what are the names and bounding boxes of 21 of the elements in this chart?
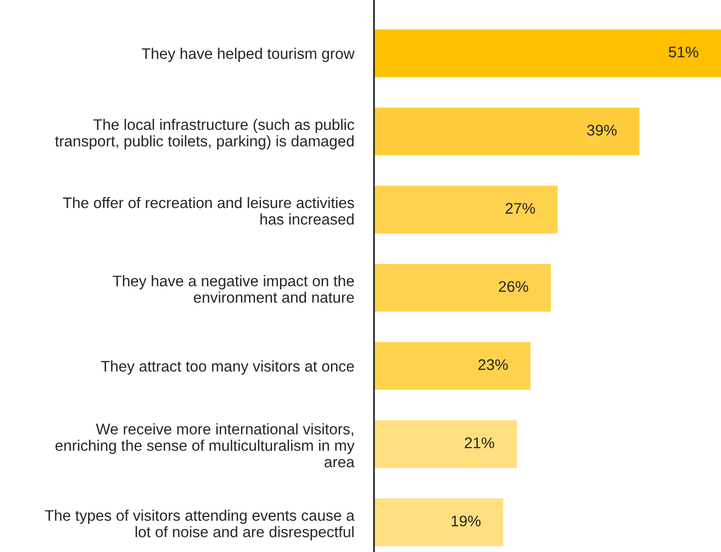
y-tick-label: They have helped tourism grow [142,48,355,62]
bar [374,186,558,234]
y-tick-label: The offer of recreation and leisure activities has increased [63,196,354,225]
data-label: 26% [498,281,528,292]
data-label: 39% [587,124,617,136]
data-label: 23% [478,359,508,370]
bar [374,264,551,312]
bar [374,420,517,468]
bar [374,108,640,156]
bar [374,498,504,546]
data-label: 51% [668,46,698,58]
data-label: 21% [464,437,494,448]
y-tick-label: They have a negative impact on the environment and nature [112,275,354,303]
y-tick-label: We receive more international visitors, enriching the sense of multiculturalism in my area [55,423,355,468]
bar [374,342,530,390]
y-tick-label: They attract too many visitors at once [101,360,354,375]
data-label: 27% [506,202,535,214]
y-tick-label: The types of visitors attending events cause a lot of noise and are disrespectful [44,510,355,540]
data-label: 19% [452,516,481,526]
bar [374,29,721,78]
y-tick-label: The local infrastructure (such as public transport, public toilets, parking) is damaged [55,118,354,150]
